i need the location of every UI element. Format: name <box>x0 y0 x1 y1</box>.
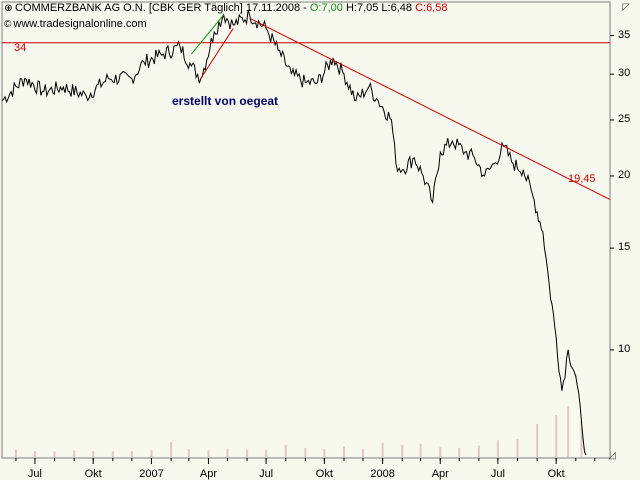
x-tick-label: Okt <box>547 468 565 480</box>
volume-bar <box>33 451 36 457</box>
hlc-values: H:7,05 L:6,48 <box>342 2 416 14</box>
copyright-icon: © <box>4 19 12 30</box>
x-tick-label: Jul <box>27 468 42 480</box>
volume-bar <box>170 442 173 457</box>
volume-bar <box>323 449 326 457</box>
volume-bar <box>567 406 570 457</box>
y-tick-label: 10 <box>618 342 631 355</box>
volume-bar <box>401 445 404 457</box>
chart-title: COMMERZBANK AG O.N. [CBK GER Täglich] 17… <box>15 2 310 14</box>
volume-bar <box>477 445 480 457</box>
y-tick-label: 35 <box>618 28 631 41</box>
volume-bar <box>246 449 249 457</box>
volume-bar <box>226 448 229 457</box>
volume-bar <box>555 415 558 457</box>
volume-bar <box>111 451 114 457</box>
volume-bar <box>458 448 461 457</box>
resize-icon[interactable]: ◸ <box>622 2 630 13</box>
crosshair-icon: ⊕ <box>4 3 13 14</box>
x-tick-label: Apr <box>199 468 218 480</box>
channel-upper-line <box>190 14 225 55</box>
trendline-label: 19,45 <box>568 173 596 185</box>
author-annotation: erstellt von oegeat <box>172 94 279 108</box>
source-url: www.tradesignalonline.com <box>13 18 147 30</box>
downtrend-line <box>249 17 611 201</box>
volume-bar <box>304 448 307 457</box>
y-tick-label: 30 <box>618 67 631 80</box>
volume-bar <box>362 448 364 457</box>
source-line: © www.tradesignalonline.com <box>4 18 147 30</box>
x-tick-label: 2008 <box>370 468 395 480</box>
volume-bar <box>536 424 539 457</box>
volume-bar <box>150 449 153 457</box>
open-value: O:7,00 <box>309 2 343 14</box>
x-tick-label: Okt <box>84 468 102 480</box>
y-tick-label: 25 <box>618 112 631 125</box>
horizontal-line-label: 34 <box>14 42 27 54</box>
volume-bar <box>265 449 268 457</box>
volume-bar <box>284 445 287 457</box>
x-tick-label: Jul <box>490 468 505 480</box>
volume-bar <box>73 450 76 457</box>
volume-bar <box>580 421 583 457</box>
x-tick-label: Jul <box>259 468 274 480</box>
volume-bar <box>53 451 56 457</box>
volume-bar <box>439 447 442 457</box>
volume-bar <box>92 451 95 457</box>
volume-bar <box>419 443 422 457</box>
y-tick-label: 15 <box>618 241 631 254</box>
y-tick-label: 20 <box>618 168 631 181</box>
volume-bar <box>187 449 190 457</box>
close-value: C:6,58 <box>415 2 448 14</box>
resize-icon[interactable]: ◿ <box>608 450 616 461</box>
volume-bar <box>381 442 384 457</box>
volume-bar <box>130 451 133 457</box>
x-tick-label: Apr <box>431 468 449 480</box>
plot-frame <box>1 1 611 459</box>
channel-lower-line <box>200 28 234 79</box>
price-line <box>1 9 587 456</box>
volume-bar <box>496 440 499 457</box>
volume-bar <box>14 449 17 457</box>
chart-header: ⊕ COMMERZBANK AG O.N. [CBK GER Täglich] 1… <box>4 2 447 14</box>
x-tick-label: 2007 <box>139 468 164 480</box>
volume-bar <box>516 439 519 457</box>
x-tick-label: Okt <box>315 468 333 480</box>
volume-bar <box>207 450 210 457</box>
volume-bar <box>343 446 345 457</box>
